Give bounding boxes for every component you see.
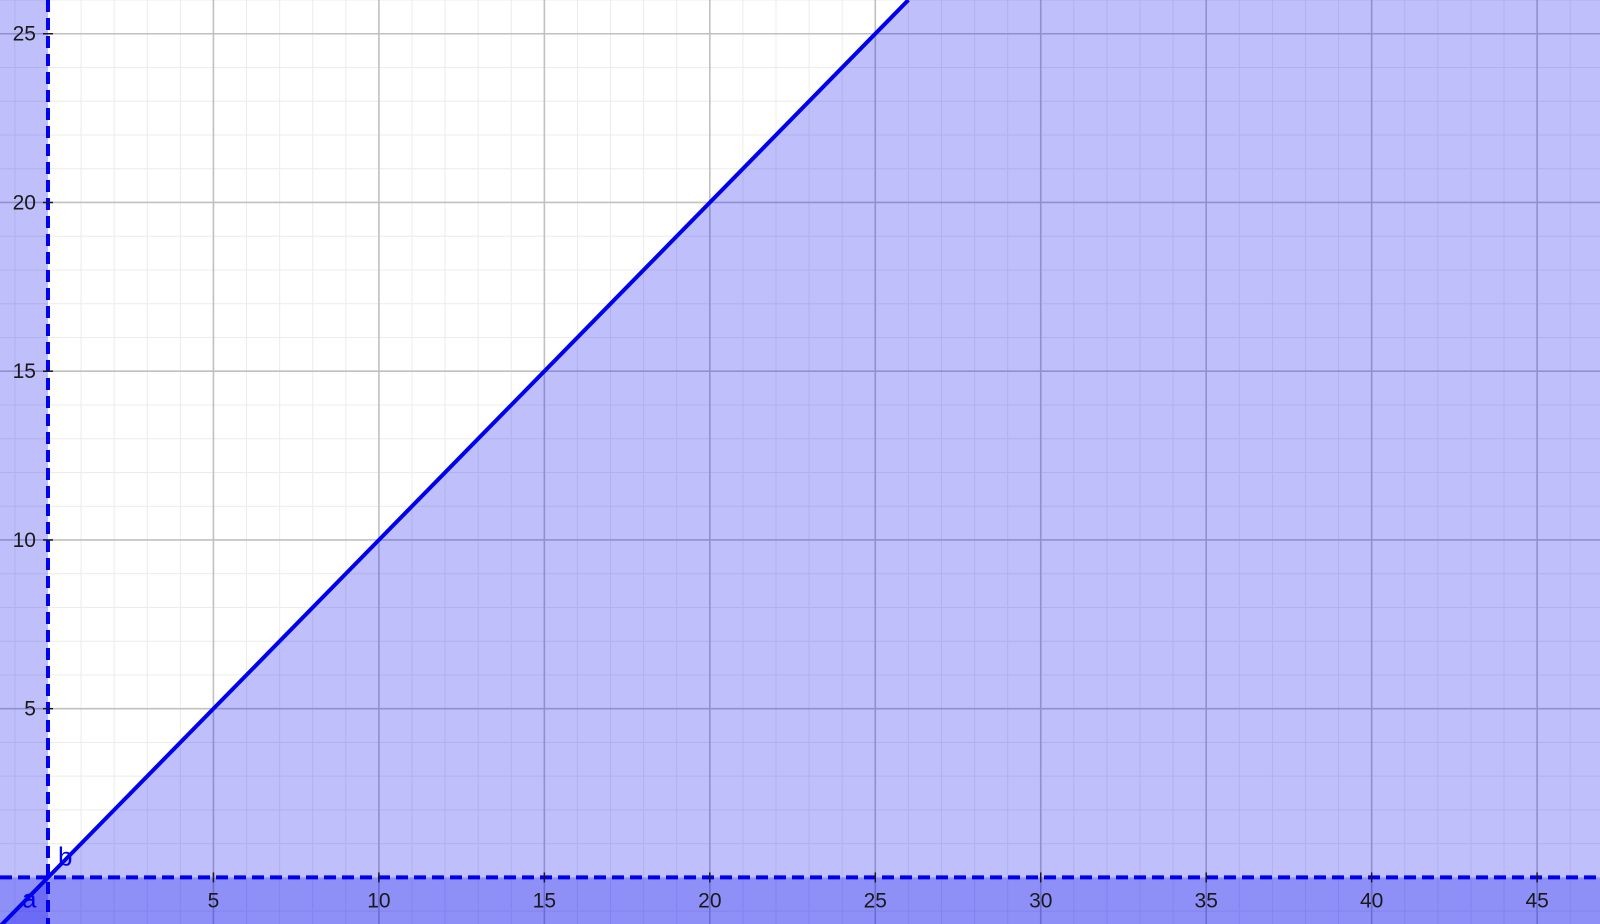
label-b: b bbox=[58, 841, 72, 871]
region-y-le-0 bbox=[0, 877, 1600, 924]
y-tick-label: 10 bbox=[13, 529, 36, 552]
region-x-le-0 bbox=[0, 0, 48, 924]
axis-ticks: 5 10 15 20 25 30 35 40 45 5 10 15 20 25 bbox=[13, 23, 1549, 913]
x-tick-label: 5 bbox=[208, 889, 220, 912]
y-tick-label: 25 bbox=[13, 23, 36, 46]
x-tick-label: 45 bbox=[1525, 889, 1548, 912]
x-tick-label: 15 bbox=[533, 889, 556, 912]
label-a: a bbox=[22, 883, 37, 913]
x-tick-label: 20 bbox=[698, 889, 721, 912]
y-tick-label: 20 bbox=[13, 191, 36, 214]
y-tick-label: 15 bbox=[13, 360, 36, 383]
x-tick-label: 35 bbox=[1195, 889, 1218, 912]
x-tick-label: 25 bbox=[864, 889, 887, 912]
y-tick-label: 5 bbox=[24, 698, 36, 721]
line-labels: ab bbox=[22, 841, 72, 913]
boundary-line-y-equals-x bbox=[0, 0, 910, 924]
x-tick-label: 40 bbox=[1360, 889, 1383, 912]
x-tick-label: 30 bbox=[1029, 889, 1052, 912]
x-tick-label: 10 bbox=[367, 889, 390, 912]
